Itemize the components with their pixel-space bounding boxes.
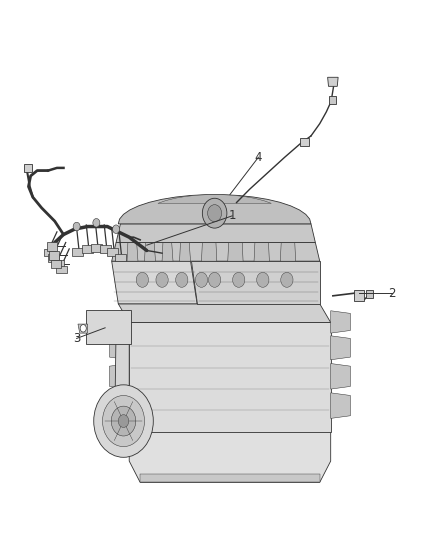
Polygon shape: [162, 243, 173, 261]
Polygon shape: [112, 243, 320, 261]
Polygon shape: [78, 324, 88, 333]
Polygon shape: [49, 251, 59, 260]
Polygon shape: [100, 245, 111, 253]
Text: 2: 2: [388, 287, 396, 300]
Text: 1: 1: [228, 209, 236, 222]
Circle shape: [111, 406, 136, 436]
Polygon shape: [112, 261, 197, 304]
Circle shape: [195, 272, 208, 287]
Polygon shape: [44, 249, 55, 256]
Polygon shape: [254, 243, 269, 261]
Polygon shape: [110, 364, 129, 389]
Text: 3: 3: [73, 332, 80, 345]
Polygon shape: [129, 432, 331, 482]
Polygon shape: [56, 266, 67, 273]
Polygon shape: [280, 243, 296, 261]
Circle shape: [136, 272, 148, 287]
Polygon shape: [118, 195, 311, 224]
Circle shape: [73, 222, 80, 231]
Circle shape: [118, 415, 129, 427]
Polygon shape: [115, 254, 126, 261]
Polygon shape: [331, 393, 350, 418]
FancyBboxPatch shape: [86, 310, 131, 344]
Polygon shape: [300, 138, 309, 146]
Circle shape: [94, 385, 153, 457]
Circle shape: [257, 272, 269, 287]
Polygon shape: [51, 260, 61, 268]
Polygon shape: [116, 224, 315, 243]
Circle shape: [208, 205, 222, 222]
Polygon shape: [47, 242, 57, 251]
Polygon shape: [107, 248, 118, 256]
Polygon shape: [140, 474, 320, 482]
Polygon shape: [331, 364, 350, 389]
Polygon shape: [110, 393, 129, 418]
Polygon shape: [129, 322, 331, 432]
Polygon shape: [115, 322, 129, 432]
Polygon shape: [110, 311, 129, 333]
Polygon shape: [191, 261, 320, 304]
Circle shape: [93, 219, 100, 227]
Polygon shape: [354, 290, 364, 301]
Polygon shape: [24, 164, 32, 172]
Circle shape: [202, 198, 227, 228]
Circle shape: [281, 272, 293, 287]
Polygon shape: [127, 243, 138, 261]
Polygon shape: [53, 260, 64, 267]
Polygon shape: [91, 244, 102, 252]
Circle shape: [233, 272, 245, 287]
Circle shape: [80, 325, 86, 332]
Polygon shape: [228, 243, 243, 261]
Polygon shape: [118, 304, 331, 322]
Polygon shape: [328, 96, 336, 104]
Polygon shape: [48, 254, 59, 262]
Circle shape: [208, 272, 221, 287]
Circle shape: [156, 272, 168, 287]
Circle shape: [102, 395, 145, 447]
Polygon shape: [72, 248, 83, 256]
Polygon shape: [82, 245, 93, 253]
Polygon shape: [328, 77, 338, 86]
Polygon shape: [145, 243, 155, 261]
Polygon shape: [158, 195, 271, 203]
Polygon shape: [201, 243, 217, 261]
Polygon shape: [331, 311, 350, 333]
Polygon shape: [110, 336, 129, 360]
Circle shape: [176, 272, 188, 287]
Polygon shape: [180, 243, 191, 261]
Polygon shape: [366, 290, 373, 298]
Circle shape: [113, 225, 120, 233]
Text: 4: 4: [254, 151, 262, 164]
Polygon shape: [331, 336, 350, 360]
